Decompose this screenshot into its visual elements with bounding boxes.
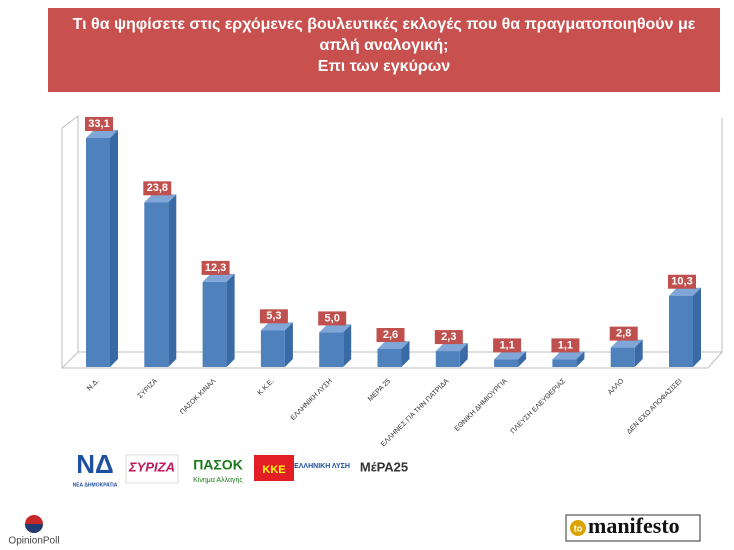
x-tick-label: ΕΛΛΗΝΙΚΗ ΛΥΣΗ (290, 378, 334, 422)
bar (494, 359, 519, 367)
x-tick-label: ΠΛΕΥΣΗ ΕΛΕΥΘΕΡΙΑΣ (510, 377, 568, 435)
title-holder: Τι θα ψηφίσετε στις ερχόμενες βουλευτικέ… (60, 14, 708, 77)
logo: ΠΑΣΟΚ (193, 457, 243, 473)
data-label: 2,6 (383, 329, 398, 341)
logos: ΝΔ ΝΕΑ ΔΗΜΟΚΡΑΤΙΑ ΣΥΡΙΖΑ ΠΑΣΟΚ Κίνημα Αλ… (73, 449, 409, 488)
data-label: 2,8 (616, 328, 631, 340)
data-label: 33,1 (88, 118, 109, 130)
x-tick-label: Κ.Κ.Ε. (257, 378, 276, 397)
bar-top (319, 324, 352, 333)
data-label-box (85, 117, 113, 131)
logo: ΣΥΡΙΖΑ (128, 459, 175, 474)
logo: ΝΕΑ ΔΗΜΟΚΡΑΤΙΑ (73, 482, 118, 488)
logo: ΕΛΛΗΝΙΚΗ ΛΥΣΗ (294, 463, 350, 470)
data-label-box (493, 338, 522, 353)
floor-edge (61, 351, 79, 369)
bar-top (435, 343, 468, 352)
bar-top (260, 322, 293, 331)
bar-side (401, 341, 410, 367)
logo: Κίνημα Αλλαγής (193, 476, 243, 484)
chart-subtitle: Επι των εγκύρων (317, 58, 451, 75)
data-label-box (609, 326, 638, 341)
bar-side (518, 351, 527, 367)
data-label: 1,1 (499, 339, 514, 351)
data-label-box (376, 328, 405, 343)
bar-top (552, 351, 585, 360)
data-label: 5,0 (325, 312, 340, 324)
bar-top (494, 351, 527, 360)
bar (144, 202, 169, 367)
x-tick-label: ΠΑΣΟΚ ΚΙΝΑΛ (179, 378, 218, 417)
x-tick-label: ΕΛΛΗΝΕΣ ΓΙΑ ΤΗΝ ΠΑΤΡΙΔΑ (380, 378, 451, 449)
brand-icon (570, 520, 586, 536)
logo: ΚΚΕ (262, 464, 285, 476)
bar-side (634, 339, 643, 367)
logo: ΝΔ (76, 449, 113, 479)
data-label: 23,8 (147, 182, 168, 194)
title-block: Τι θα ψηφίσετε στις ερχόμενες βουλευτικέ… (60, 14, 708, 77)
bar-top (377, 341, 410, 350)
logo: ΜέΡΑ25 (360, 459, 408, 474)
chart-title: Τι θα ψηφίσετε στις ερχόμενες βουλευτικέ… (72, 16, 696, 54)
bar (319, 332, 344, 367)
bar-side (576, 351, 585, 367)
bar (610, 347, 635, 367)
bar-top (610, 339, 643, 348)
brand: manifesto (588, 513, 680, 538)
data-label-box (143, 181, 172, 196)
bar-side (343, 324, 352, 367)
bar-side (110, 130, 118, 367)
bar-side (693, 287, 701, 367)
bar (669, 295, 693, 367)
data-label-box (201, 260, 230, 275)
source: OpinionPoll (8, 536, 59, 547)
bar (202, 281, 227, 367)
bar-top (144, 194, 177, 203)
x-tick-label: Ν.Δ. (86, 378, 101, 393)
data-label: 5,3 (266, 310, 281, 322)
bar-side (226, 273, 235, 367)
brand-box (565, 514, 701, 542)
data-label-box (434, 330, 463, 345)
source-icon (25, 524, 43, 533)
bar-top (86, 130, 118, 138)
data-label: 2,3 (441, 331, 456, 343)
bar (86, 138, 110, 367)
x-tick-label: ΔΕΝ ΕΧΩ ΑΠΟΦΑΣΙΣΕΙ (626, 378, 684, 436)
floor (61, 128, 723, 369)
bar-side (459, 343, 468, 367)
data-label: 12,3 (205, 262, 226, 274)
x-tick-label: ΕΘΝΙΚΗ ΔΗΜΙΟΥΡΓΙΑ (454, 378, 509, 433)
bar-top (669, 287, 701, 296)
bar (260, 330, 285, 367)
bar (552, 359, 577, 367)
data-label-box (259, 309, 288, 324)
data-label-box (668, 274, 696, 289)
bar-side (284, 322, 293, 367)
bar (435, 351, 460, 367)
bar (377, 349, 402, 367)
data-label: 10,3 (671, 276, 692, 288)
data-label-box (551, 338, 580, 353)
logo-box (125, 454, 179, 484)
x-tick-label: ΑΛΛΟ (607, 377, 626, 396)
title-box (48, 8, 720, 92)
logo-box (254, 455, 294, 481)
x-tick-label: ΣΥΡΙΖΑ (137, 378, 160, 401)
frame (61, 115, 723, 369)
x-tick-label: ΜΕΡΑ 25 (367, 378, 392, 403)
data-label: 1,1 (558, 339, 573, 351)
brand-prefix: to (574, 523, 583, 533)
data-label-box (318, 311, 347, 326)
bar-side (168, 194, 177, 367)
bar-top (202, 273, 235, 282)
